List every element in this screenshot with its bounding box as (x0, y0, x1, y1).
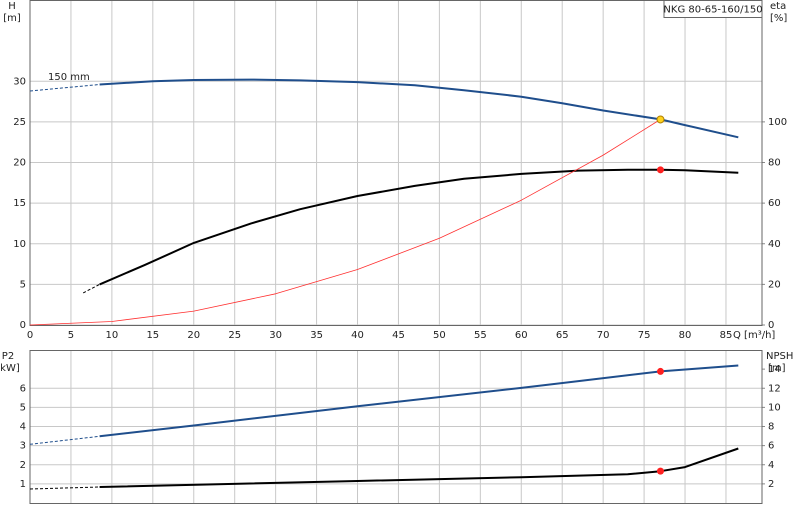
x-tick-label: 35 (310, 330, 323, 341)
y-tick-label: 5 (20, 402, 26, 413)
duty-point (656, 467, 664, 475)
y-tick-label: 15 (13, 198, 26, 209)
y2-tick-label: 6 (768, 441, 774, 452)
x-tick-label: 10 (106, 330, 119, 341)
x-tick-label: 40 (351, 330, 364, 341)
y-tick-label: 3 (20, 441, 26, 452)
x-tick-label: 20 (187, 330, 200, 341)
x-tick-label: 85 (720, 330, 733, 341)
y-tick-label: 4 (20, 422, 26, 433)
x-tick-label: 70 (597, 330, 610, 341)
y-tick-label: 20 (13, 158, 26, 169)
y-axis-label: H (8, 1, 16, 12)
x-axis-label: Q [m³/h] (733, 330, 775, 341)
chart-title: NKG 80-65-160/150 (663, 5, 762, 16)
y2-tick-label: 8 (768, 422, 774, 433)
curve (29, 119, 661, 326)
title-box (663, 0, 763, 18)
x-tick-label: 5 (68, 330, 74, 341)
x-tick-label: 30 (269, 330, 282, 341)
x-tick-label: 80 (679, 330, 692, 341)
y2-tick-label: 100 (768, 117, 787, 128)
curve-extension (29, 486, 100, 490)
y-tick-label: 5 (20, 279, 26, 290)
y2-tick-label: 14 (768, 364, 781, 375)
y-tick-label: 30 (13, 76, 26, 87)
curve (99, 78, 739, 139)
y2-axis-label: NPSH (766, 351, 793, 362)
x-tick-label: 55 (474, 330, 487, 341)
curve (99, 447, 739, 488)
curve-annotation: 150 mm (48, 72, 90, 83)
curve-extension (29, 435, 100, 445)
y2-tick-label: 40 (768, 239, 781, 250)
x-tick-label: 25 (228, 330, 241, 341)
x-tick-label: 15 (146, 330, 159, 341)
duty-point (656, 115, 665, 124)
y-tick-label: 1 (20, 479, 26, 490)
y-tick-label: 0 (20, 320, 26, 331)
y-axis-label: P2 (2, 351, 14, 362)
plot-layer: 0 5 10 15 20 25 30 35 40 45 50 55 60 65 70 75 80 85051015… (0, 0, 793, 504)
y2-axis-label: eta (770, 1, 786, 12)
y2-tick-label: 20 (768, 279, 781, 290)
y2-tick-label: 4 (768, 460, 774, 471)
x-tick-label: 65 (556, 330, 569, 341)
x-tick-label: 45 (392, 330, 405, 341)
x-tick-label: 0 (27, 330, 33, 341)
x-tick-label: 50 (433, 330, 446, 341)
x-tick-label: 60 (515, 330, 528, 341)
curve (99, 364, 739, 438)
x-tick-label: 75 (638, 330, 651, 341)
y2-tick-label: 60 (768, 198, 781, 209)
y2-axis-unit: [%] (770, 13, 787, 24)
y2-axis-unit: [m] (768, 363, 786, 374)
plot-frame (29, 0, 763, 326)
y-tick-label: 2 (20, 460, 26, 471)
y2-tick-label: 0 (768, 320, 774, 331)
curve-extension (29, 84, 100, 92)
duty-point (656, 166, 664, 174)
y2-tick-label: 12 (768, 383, 781, 394)
y-tick-label: 10 (13, 239, 26, 250)
curve-extension (82, 283, 100, 294)
y-tick-label: 6 (20, 383, 26, 394)
plot-frame (29, 350, 763, 504)
y-axis-unit: [m] (3, 13, 21, 24)
y2-tick-label: 2 (768, 479, 774, 490)
duty-point (656, 367, 664, 375)
y2-tick-label: 10 (768, 402, 781, 413)
curve (99, 168, 739, 286)
y2-tick-label: 80 (768, 158, 781, 169)
y-axis-unit: [kW] (0, 363, 20, 374)
y-tick-label: 25 (13, 117, 26, 128)
